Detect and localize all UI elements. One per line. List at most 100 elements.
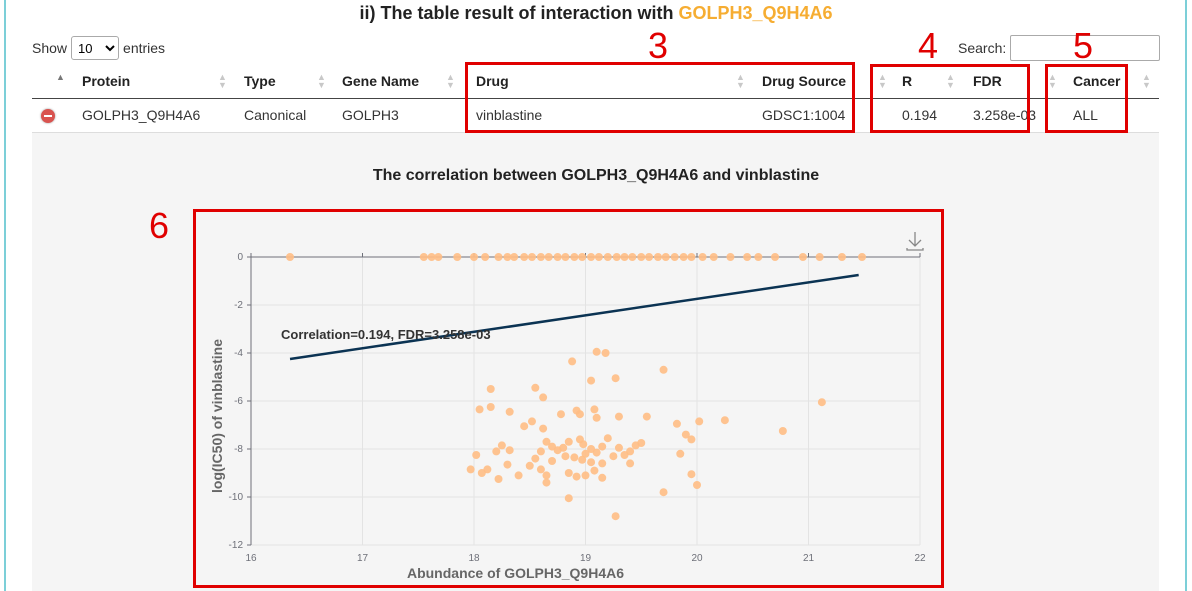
column-header-gene-name[interactable]: Gene Name (342, 73, 420, 89)
data-point[interactable] (592, 413, 601, 422)
column-header-drug[interactable]: Drug (476, 73, 509, 89)
data-point[interactable] (497, 441, 506, 450)
search-input[interactable] (1010, 35, 1161, 61)
data-point[interactable] (659, 365, 668, 374)
data-point[interactable] (590, 466, 599, 475)
data-point[interactable] (695, 417, 704, 426)
column-header-type[interactable]: Type (244, 73, 276, 89)
data-point[interactable] (505, 407, 514, 416)
data-point[interactable] (568, 357, 577, 366)
data-point[interactable] (620, 451, 629, 459)
data-point[interactable] (771, 253, 780, 261)
data-point[interactable] (434, 253, 443, 261)
data-point[interactable] (858, 253, 867, 261)
data-point[interactable] (601, 349, 610, 357)
data-point[interactable] (626, 459, 635, 468)
entries-select[interactable]: 102550100 (71, 36, 120, 60)
data-point[interactable] (590, 405, 599, 414)
data-point[interactable] (653, 253, 662, 261)
data-point[interactable] (587, 458, 596, 467)
data-point[interactable] (611, 512, 620, 521)
data-point[interactable] (503, 253, 512, 261)
data-point[interactable] (527, 253, 536, 261)
data-point[interactable] (481, 253, 490, 261)
data-point[interactable] (486, 403, 495, 411)
data-point[interactable] (525, 461, 534, 470)
data-point[interactable] (687, 253, 696, 261)
column-header-r[interactable]: R (902, 73, 913, 89)
data-point[interactable] (539, 424, 548, 433)
data-point[interactable] (475, 405, 484, 414)
data-point[interactable] (527, 417, 536, 426)
data-point[interactable] (598, 442, 607, 451)
data-point[interactable] (536, 253, 545, 261)
download-icon[interactable] (906, 232, 924, 251)
data-point[interactable] (561, 253, 570, 261)
data-point[interactable] (676, 449, 685, 458)
data-point[interactable] (419, 253, 428, 261)
data-point[interactable] (286, 253, 295, 261)
data-point[interactable] (587, 253, 596, 261)
data-point[interactable] (520, 253, 529, 261)
data-point[interactable] (592, 347, 601, 356)
data-point[interactable] (698, 253, 707, 261)
data-point[interactable] (609, 452, 618, 461)
data-point[interactable] (570, 453, 579, 462)
data-point[interactable] (575, 435, 584, 444)
data-point[interactable] (743, 253, 752, 261)
column-header-fdr[interactable]: FDR (973, 73, 1002, 89)
data-point[interactable] (581, 449, 590, 458)
data-point[interactable] (564, 469, 573, 477)
data-point[interactable] (628, 253, 637, 261)
data-point[interactable] (510, 253, 519, 261)
data-point[interactable] (687, 470, 696, 479)
data-point[interactable] (492, 447, 501, 456)
data-point[interactable] (531, 454, 540, 463)
data-point[interactable] (754, 253, 763, 261)
data-point[interactable] (575, 410, 584, 419)
data-point[interactable] (614, 412, 623, 421)
data-point[interactable] (503, 460, 512, 469)
data-point[interactable] (542, 471, 551, 480)
data-point[interactable] (520, 422, 529, 431)
data-point[interactable] (587, 376, 596, 385)
data-point[interactable] (681, 430, 690, 439)
data-point[interactable] (494, 253, 503, 261)
data-point[interactable] (612, 253, 621, 261)
data-point[interactable] (466, 465, 475, 474)
data-point[interactable] (531, 383, 540, 392)
data-point[interactable] (726, 253, 735, 261)
data-point[interactable] (486, 385, 495, 393)
data-point[interactable] (815, 253, 824, 261)
data-point[interactable] (477, 469, 486, 477)
column-header-protein[interactable]: Protein (82, 73, 131, 89)
data-point[interactable] (637, 253, 646, 261)
data-point[interactable] (659, 488, 668, 497)
data-point[interactable] (837, 253, 846, 261)
data-point[interactable] (581, 471, 590, 480)
data-point[interactable] (553, 253, 562, 261)
data-point[interactable] (578, 455, 587, 464)
data-point[interactable] (494, 475, 503, 483)
data-point[interactable] (687, 435, 696, 444)
data-point[interactable] (598, 459, 607, 468)
data-point[interactable] (631, 441, 640, 450)
data-point[interactable] (556, 410, 565, 419)
data-point[interactable] (542, 478, 551, 487)
data-point[interactable] (798, 253, 807, 261)
data-point[interactable] (539, 393, 548, 402)
data-point[interactable] (603, 253, 612, 261)
data-point[interactable] (672, 419, 681, 428)
table-row[interactable]: GOLPH3_Q9H4A6 Canonical GOLPH3 vinblasti… (32, 99, 1159, 133)
data-point[interactable] (817, 398, 826, 407)
data-point[interactable] (614, 443, 623, 452)
data-point[interactable] (693, 481, 701, 489)
data-point[interactable] (564, 494, 573, 503)
data-point[interactable] (603, 434, 612, 443)
data-point[interactable] (578, 253, 587, 261)
data-point[interactable] (645, 253, 654, 261)
data-point[interactable] (661, 253, 670, 261)
column-header-drug-source[interactable]: Drug Source (762, 73, 847, 89)
data-point[interactable] (536, 465, 545, 474)
data-point[interactable] (470, 253, 478, 261)
